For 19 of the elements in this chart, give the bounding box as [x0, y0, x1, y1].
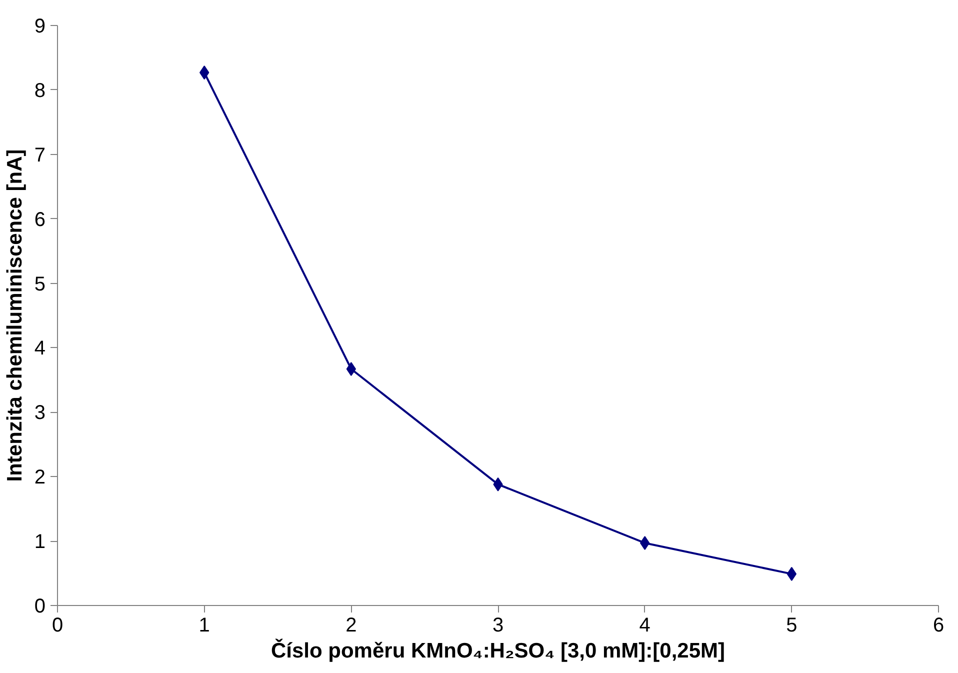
y-tick-label: 2: [34, 466, 46, 489]
y-tick-label: 6: [34, 208, 46, 231]
y-tick-label: 3: [34, 402, 46, 424]
y-axis-title: Intenzita chemiluminiscence [nA]: [3, 149, 26, 482]
y-tick-label: 1: [34, 531, 46, 554]
x-tick-label: 3: [492, 614, 504, 636]
x-tick-label: 4: [639, 614, 650, 636]
y-tick-label: 8: [34, 80, 46, 102]
x-tick-label: 0: [52, 614, 64, 636]
y-tick-label: 9: [34, 16, 46, 38]
y-tick-label: 7: [34, 144, 46, 166]
x-tick-label: 6: [932, 614, 944, 636]
x-tick-label: 5: [786, 614, 798, 636]
y-tick-label: 4: [34, 338, 46, 360]
y-tick-label: 0: [34, 596, 46, 618]
x-tick-label: 2: [346, 614, 357, 636]
x-axis-title: Číslo poměru KMnO₄:H₂SO₄ [3,0 mM]:[0,25M]: [270, 638, 726, 662]
y-tick-label: 5: [34, 273, 46, 296]
x-tick-label: 1: [198, 614, 210, 636]
